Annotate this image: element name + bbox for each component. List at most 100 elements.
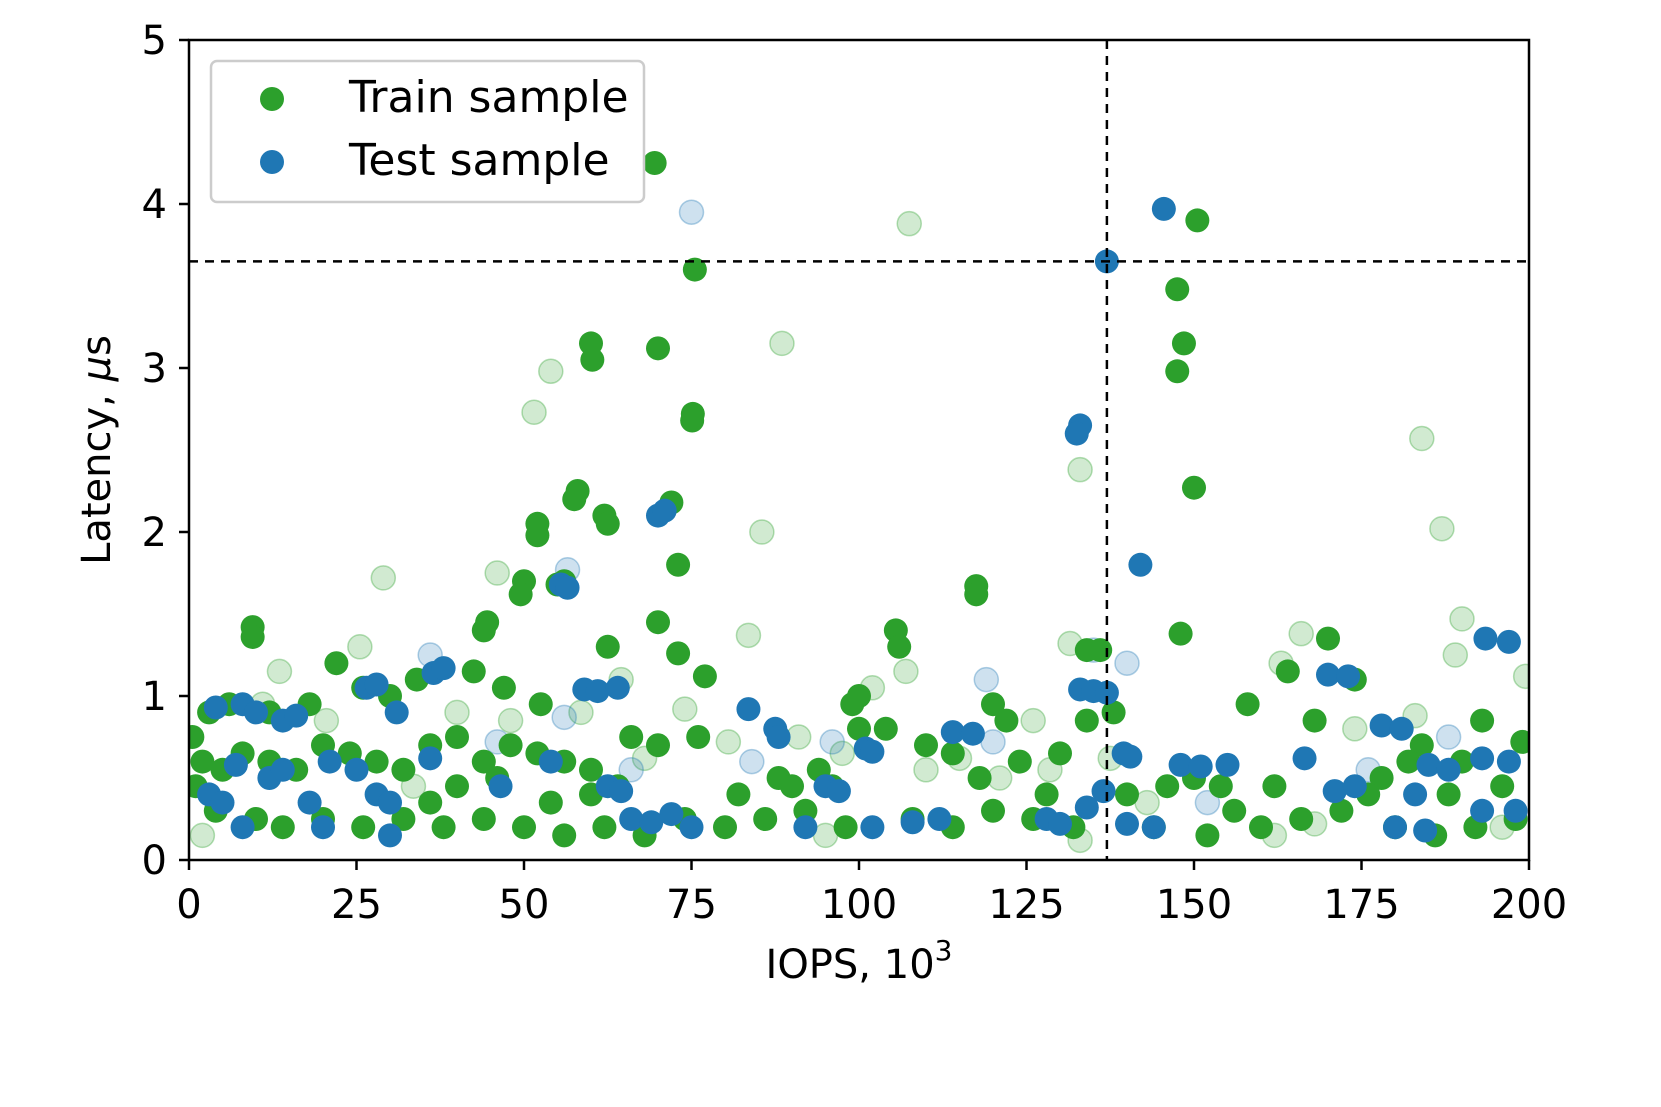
test-point (1316, 662, 1340, 687)
test-point (431, 656, 456, 681)
test-point (1383, 815, 1407, 840)
test-point (311, 815, 335, 840)
train-point (713, 815, 737, 840)
train-point (967, 766, 992, 790)
train-point (1222, 798, 1247, 823)
train-point (1168, 621, 1193, 646)
test-point (679, 815, 704, 840)
train-point (491, 675, 516, 700)
train-point (508, 582, 533, 607)
train-point (619, 725, 644, 749)
y-tick-label: 0 (142, 838, 167, 884)
train-point (1490, 774, 1515, 799)
test-point (1470, 746, 1495, 771)
x-tick-label: 175 (1323, 882, 1399, 928)
train-point (1165, 359, 1190, 384)
test-point (940, 720, 965, 745)
train-point (646, 336, 670, 361)
train-point-faint (769, 330, 795, 357)
y-tick-label: 5 (142, 18, 167, 64)
train-point-faint (370, 565, 397, 591)
test-point (1389, 716, 1414, 741)
train-point (1235, 692, 1260, 717)
y-tick-label: 1 (142, 674, 167, 720)
train-point (461, 659, 486, 684)
test-point (270, 757, 295, 782)
test-point (1496, 629, 1521, 654)
train-point (833, 815, 858, 840)
y-tick-label: 2 (142, 510, 167, 556)
train-point (646, 610, 670, 635)
train-point (1436, 782, 1461, 807)
test-point-faint (678, 199, 705, 225)
train-point (1275, 659, 1300, 684)
test-point (826, 779, 851, 804)
train-point (981, 798, 1005, 823)
train-point-faint (1429, 515, 1455, 542)
test-point (736, 697, 761, 722)
test-point (1074, 795, 1099, 820)
x-tick-label: 150 (1156, 882, 1232, 928)
test-point-faint (1435, 724, 1462, 750)
train-point-faint (896, 210, 922, 237)
x-tick-label: 100 (821, 882, 897, 928)
legend-marker-train (260, 87, 284, 111)
train-point (364, 749, 389, 774)
train-point (189, 725, 205, 749)
test-point (317, 749, 342, 774)
test-point (488, 774, 513, 799)
test-point-faint (973, 666, 1000, 693)
test-point (210, 790, 235, 815)
test-point (766, 725, 791, 749)
train-point-faint (189, 822, 216, 849)
train-point (1470, 708, 1495, 733)
legend-box (209, 59, 646, 204)
test-point (1416, 752, 1441, 777)
test-point (1473, 626, 1498, 651)
y-axis-ticks: 0 1 2 3 4 5 (142, 18, 189, 884)
train-point-faint (1342, 716, 1368, 742)
train-point (445, 725, 469, 749)
train-point (1165, 277, 1190, 302)
test-point (1503, 798, 1528, 823)
train-point (1289, 807, 1314, 831)
train-point (595, 511, 620, 536)
test-point (1168, 752, 1193, 777)
test-point (378, 790, 402, 815)
x-tick-label: 125 (988, 882, 1064, 928)
test-point (284, 703, 309, 728)
test-point (652, 498, 677, 523)
x-tick-label: 0 (176, 882, 201, 928)
train-point (1007, 749, 1032, 774)
test-point (619, 807, 644, 831)
train-point (1302, 708, 1327, 733)
train-point (1034, 782, 1059, 807)
legend: Train sample Test sample (209, 59, 646, 204)
test-point (344, 757, 369, 782)
train-point (431, 815, 456, 840)
train-point (994, 708, 1019, 733)
train-point (666, 552, 691, 577)
train-point (1171, 331, 1196, 356)
test-point (860, 739, 885, 764)
test-point-faint (739, 748, 765, 775)
train-point-faint (313, 707, 340, 734)
train-point-faint (444, 699, 470, 726)
train-point (887, 634, 912, 659)
x-tick-label: 50 (499, 882, 550, 928)
test-point (203, 695, 228, 720)
train-point (1115, 782, 1139, 807)
test-point-faint (1114, 650, 1140, 676)
train-point-faint (735, 622, 762, 649)
train-point-faint (484, 560, 510, 586)
train-point (552, 823, 577, 848)
train-point (1048, 741, 1072, 766)
y-tick-label: 4 (142, 182, 167, 228)
train-point (646, 733, 670, 758)
test-point (1496, 749, 1521, 774)
train-point (190, 749, 215, 774)
train-point (1182, 475, 1206, 500)
train-point (1369, 766, 1394, 790)
train-point (471, 749, 496, 774)
test-point (900, 810, 925, 835)
